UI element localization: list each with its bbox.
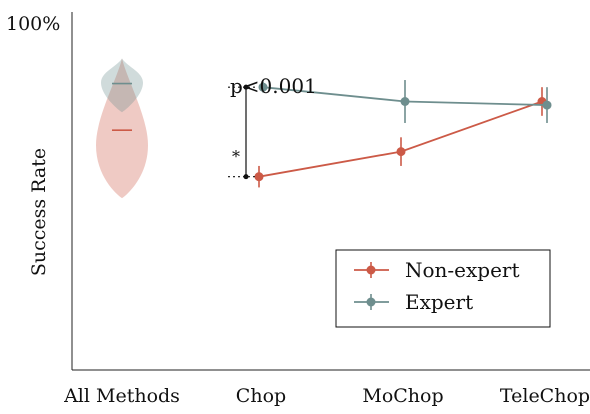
violin-non-expert <box>96 58 148 199</box>
bracket-top-dot <box>243 84 249 90</box>
data-point-expert-0 <box>258 82 268 92</box>
all-methods-violins <box>96 58 148 199</box>
data-point-expert-1 <box>400 97 410 106</box>
legend-label-non-expert: Non-expert <box>405 258 520 282</box>
legend: Non-expert Expert <box>335 249 551 328</box>
legend-label-expert: Expert <box>405 290 473 314</box>
significance-annotation: p<0.001 * <box>228 74 317 180</box>
significance-bracket <box>228 84 257 180</box>
p-value-label: p<0.001 <box>230 74 317 98</box>
y-top-label: 100% <box>6 13 60 35</box>
data-point-expert-2 <box>542 100 552 110</box>
violin-expert <box>101 58 143 113</box>
x-tick-label-3: TeleChop <box>500 385 590 407</box>
x-tick-labels: All Methods Chop MoChop TeleChop <box>63 385 590 407</box>
x-tick-label-2: MoChop <box>362 385 443 407</box>
bracket-bottom-dot <box>243 174 249 180</box>
legend-marker-expert <box>366 297 376 307</box>
series-layer <box>254 80 552 188</box>
x-tick-label-0: All Methods <box>63 385 180 407</box>
significance-star: * <box>232 147 240 166</box>
legend-marker-non-expert <box>366 265 376 275</box>
data-point-non-expert-0 <box>254 172 264 182</box>
y-axis-label: Success Rate <box>28 148 50 276</box>
x-tick-label-1: Chop <box>236 385 286 407</box>
data-point-non-expert-1 <box>396 147 406 157</box>
